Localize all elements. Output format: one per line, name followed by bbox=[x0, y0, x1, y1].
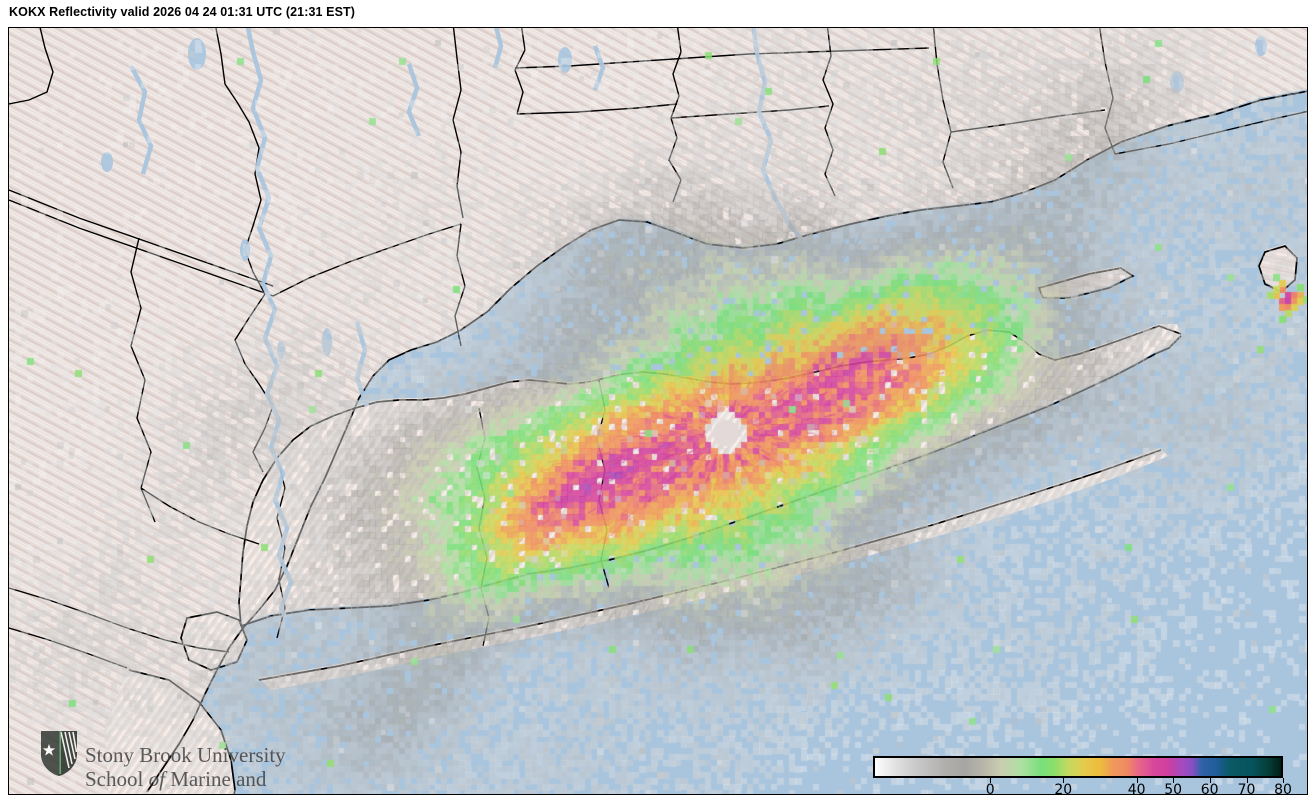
sbu-logo: Stony Brook University School of Marine … bbox=[39, 728, 286, 794]
colorbar-tick-label: 0 bbox=[985, 782, 995, 794]
logo-school: School bbox=[85, 766, 149, 791]
colorbar-tick-label: 40 bbox=[1127, 782, 1146, 794]
logo-line-1: Stony Brook University bbox=[85, 743, 286, 767]
colorbar-tick-label: 80 bbox=[1274, 782, 1292, 794]
colorbar-gradient bbox=[873, 756, 1283, 778]
shield-icon bbox=[41, 731, 78, 776]
logo-line-2: School of Marine and bbox=[85, 766, 286, 792]
radar-site-marker bbox=[713, 420, 739, 446]
colorbar-tick-label: 70 bbox=[1237, 782, 1256, 794]
fishers-island bbox=[1039, 266, 1133, 296]
radar-map[interactable]: 0 20 40 50 60 70 80 Stony Bro bbox=[8, 27, 1308, 795]
basemap-vectors bbox=[9, 28, 1307, 794]
map-inner: 0 20 40 50 60 70 80 Stony Bro bbox=[9, 28, 1307, 794]
colorbar-tick-label: 50 bbox=[1164, 782, 1183, 794]
logo-marine: Marine and bbox=[164, 766, 267, 791]
colorbar-tick-label: 20 bbox=[1054, 782, 1073, 794]
colorbar-legend[interactable]: 0 20 40 50 60 70 80 bbox=[873, 756, 1292, 794]
page-title: KOKX Reflectivity valid 2026 04 24 01:31… bbox=[9, 5, 356, 19]
colorbar-tick-label: 60 bbox=[1200, 782, 1219, 794]
logo-line-3: Atmospheric Sciences bbox=[85, 791, 286, 794]
logo-text: Stony Brook University School of Marine … bbox=[85, 728, 286, 794]
logo-of: of bbox=[148, 766, 165, 791]
